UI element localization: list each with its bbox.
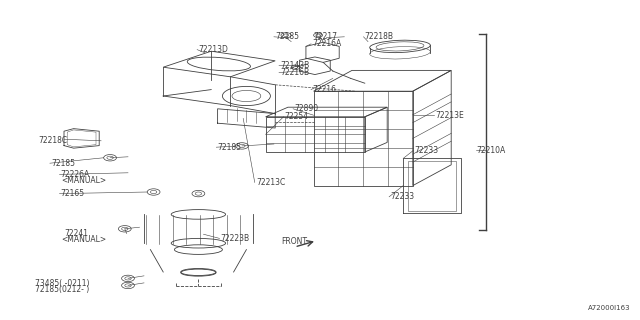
- Text: 72185: 72185: [275, 32, 300, 41]
- Text: 72213E: 72213E: [435, 111, 464, 120]
- Text: 73485( -0211): 73485( -0211): [35, 279, 90, 288]
- Text: 72218B: 72218B: [365, 32, 394, 41]
- Text: 72210A: 72210A: [477, 146, 506, 155]
- Text: 72223B: 72223B: [221, 234, 250, 243]
- Text: A72000I163: A72000I163: [588, 305, 630, 311]
- Text: FRONT: FRONT: [282, 237, 308, 246]
- Text: 72185(0212- ): 72185(0212- ): [35, 285, 90, 294]
- Text: 72165: 72165: [61, 189, 85, 198]
- Text: 72218C: 72218C: [38, 136, 68, 145]
- Text: 72185: 72185: [218, 143, 242, 152]
- Text: 72216B: 72216B: [280, 68, 310, 77]
- Text: <MANUAL>: <MANUAL>: [61, 236, 106, 244]
- Text: 72213C: 72213C: [256, 178, 285, 187]
- Text: 72233: 72233: [415, 146, 439, 155]
- Text: 72216A: 72216A: [312, 39, 342, 48]
- Text: 72213D: 72213D: [198, 45, 228, 54]
- Text: <MANUAL>: <MANUAL>: [61, 176, 106, 185]
- Text: 72143B: 72143B: [280, 61, 310, 70]
- Text: 72185: 72185: [51, 159, 76, 168]
- Text: 72254: 72254: [285, 112, 309, 121]
- Text: 72216: 72216: [312, 85, 337, 94]
- Text: 72217: 72217: [314, 32, 338, 41]
- Text: 72890: 72890: [294, 104, 319, 113]
- Text: 72241: 72241: [64, 229, 88, 238]
- Text: 72233: 72233: [390, 192, 415, 201]
- Text: 72226A: 72226A: [61, 170, 90, 179]
